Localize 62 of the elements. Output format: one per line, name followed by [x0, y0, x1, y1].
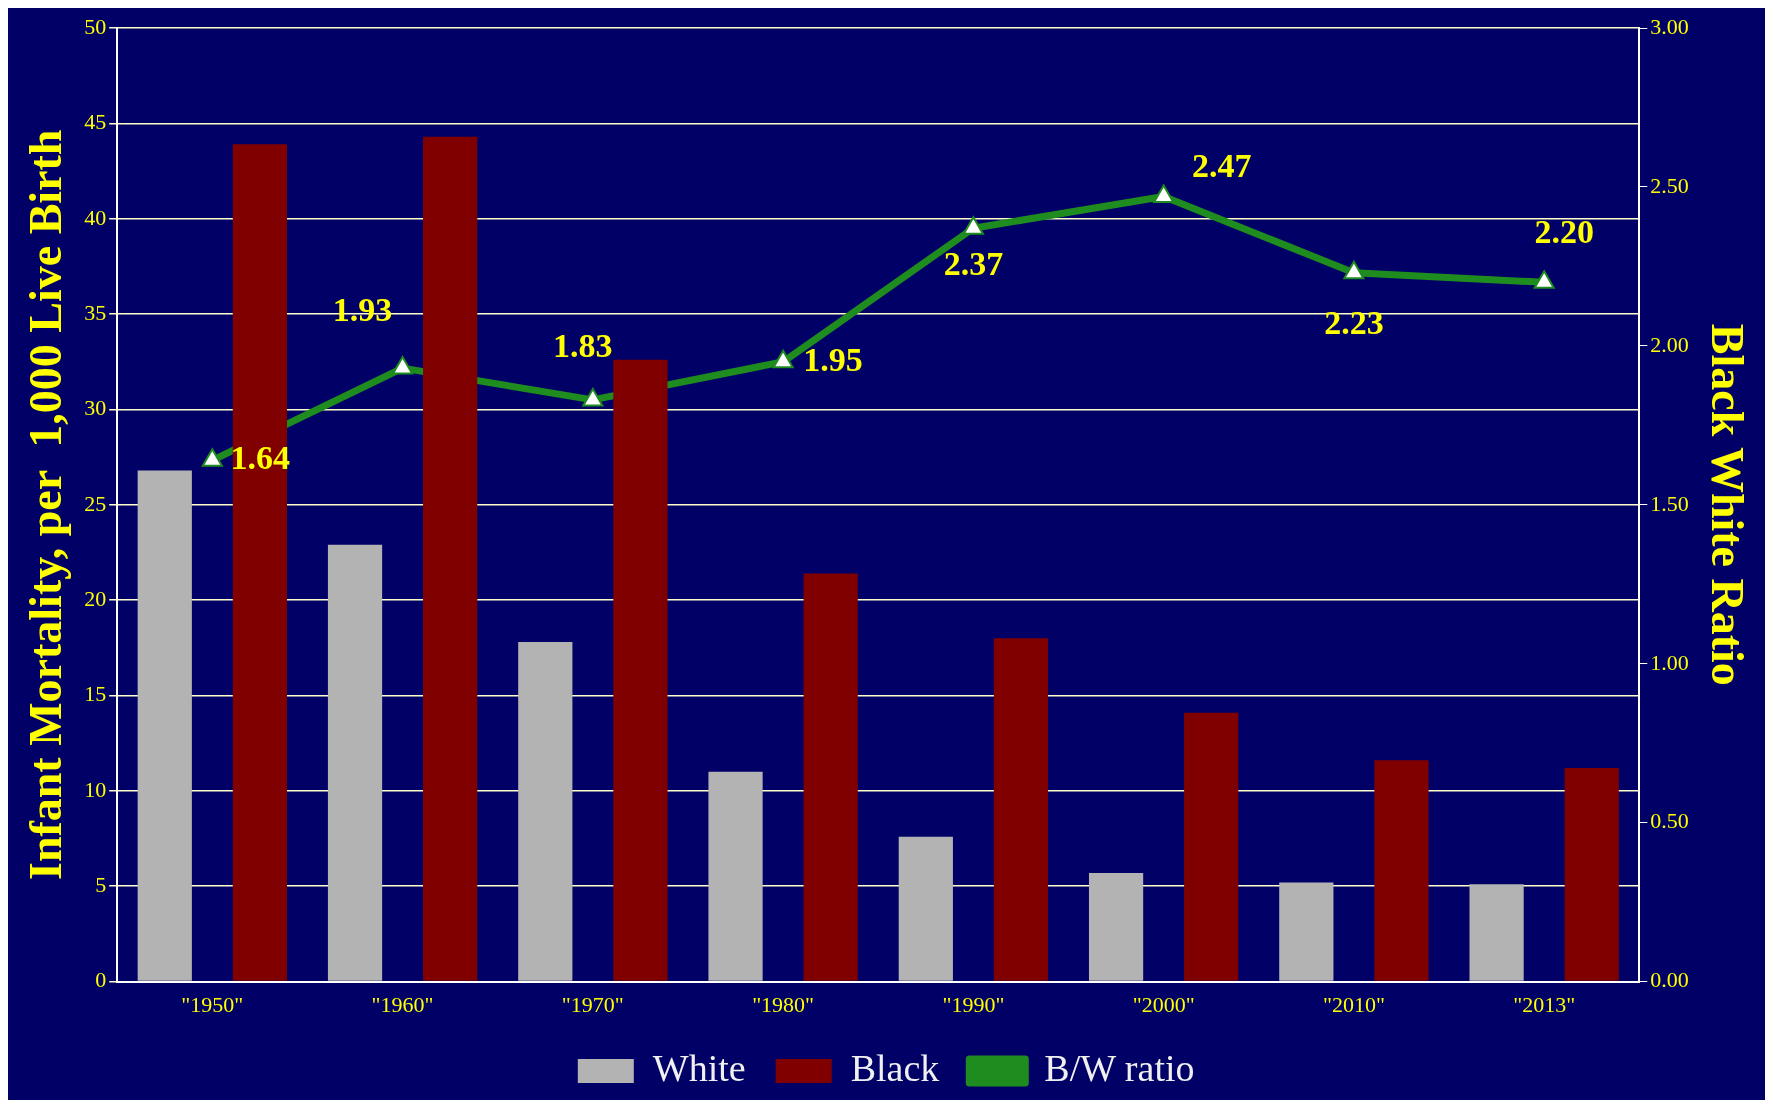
data-label: 1.95	[803, 340, 863, 378]
bar	[1374, 760, 1429, 981]
bar	[1469, 884, 1524, 981]
data-label: 2.23	[1324, 303, 1384, 341]
y-tick-label: 40	[84, 204, 107, 230]
y-tick-label: 15	[84, 681, 107, 707]
data-label: 2.47	[1191, 147, 1252, 185]
y-tick-label: 30	[84, 395, 107, 421]
bar	[423, 136, 478, 981]
x-tick-label: "2000"	[1132, 991, 1195, 1017]
y2-tick-label: 1.00	[1650, 649, 1689, 675]
point	[772, 349, 794, 369]
y-tick-label: 45	[84, 109, 107, 135]
y2-tick-label: 0.00	[1650, 967, 1689, 993]
y-tick-label: 50	[84, 13, 107, 39]
y2-tick-label: 1.50	[1650, 490, 1689, 516]
y2-axis-title: Black White Ratio	[1701, 323, 1753, 686]
y-axis-title: Infant Mortality, per 1,000 Live Birth	[20, 129, 72, 881]
data-label: 1.83	[553, 326, 613, 364]
y-tick-label: 35	[84, 299, 107, 325]
legend-label: B/W ratio	[1044, 1046, 1195, 1089]
x-tick-label: "1990"	[942, 991, 1005, 1017]
x-tick-label: "1960"	[371, 991, 434, 1017]
bar	[993, 638, 1049, 981]
bar	[1088, 872, 1144, 981]
point	[392, 356, 414, 375]
x-tick-label: "2013"	[1513, 991, 1576, 1017]
y-tick-label: 0	[95, 967, 107, 993]
bar	[1564, 767, 1619, 981]
point	[1343, 260, 1365, 280]
data-label: 2.20	[1534, 213, 1594, 251]
bar	[137, 470, 192, 981]
y-tick-label: 5	[95, 872, 107, 898]
bar	[803, 573, 858, 981]
bar	[518, 642, 573, 981]
y2-tick-label: 0.50	[1650, 808, 1689, 834]
bar	[613, 359, 668, 981]
bar	[1184, 712, 1239, 981]
x-tick-label: "2010"	[1322, 991, 1385, 1017]
y-tick-label: 25	[84, 490, 107, 516]
point	[582, 387, 604, 407]
legend-label: White	[652, 1046, 746, 1089]
x-tick-label: "1950"	[181, 991, 244, 1017]
bar	[232, 144, 288, 981]
data-label: 2.37	[943, 245, 1004, 283]
point	[962, 216, 984, 235]
data-label: 1.64	[230, 439, 291, 477]
legend-label: Black	[850, 1046, 940, 1089]
x-tick-label: "1970"	[561, 991, 624, 1017]
bar	[898, 836, 953, 981]
x-tick-label: "1980"	[752, 991, 815, 1017]
y-tick-label: 20	[84, 585, 107, 611]
y2-tick-label: 2.00	[1650, 331, 1689, 357]
y-tick-label: 10	[84, 776, 107, 802]
y2-tick-label: 2.50	[1650, 172, 1689, 198]
bar	[708, 771, 763, 981]
bar	[1279, 882, 1334, 981]
point	[201, 448, 223, 467]
bar	[327, 544, 383, 981]
y2-tick-label: 3.00	[1650, 13, 1689, 39]
point	[1533, 270, 1555, 289]
point	[1153, 184, 1175, 203]
